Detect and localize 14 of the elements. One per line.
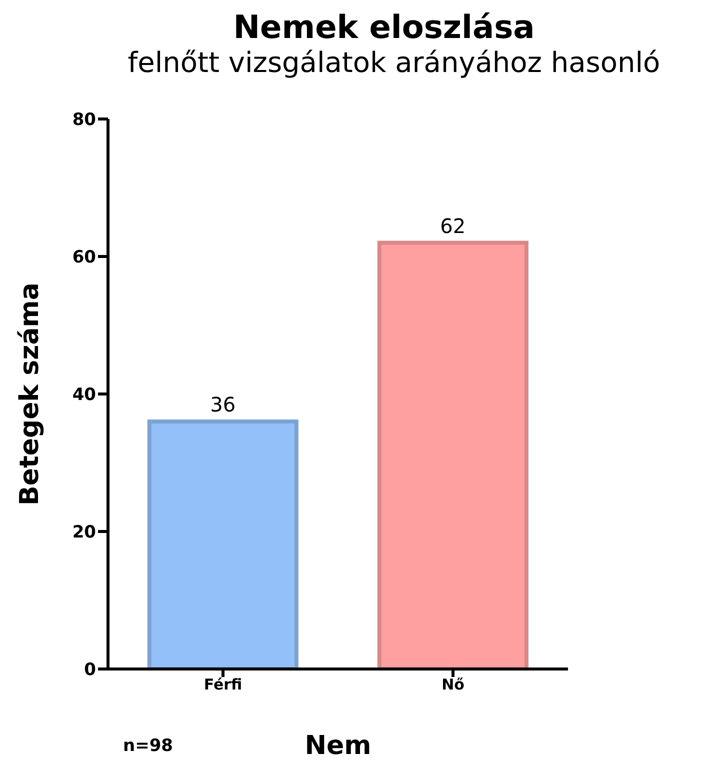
data-label: 36 [210, 392, 236, 416]
data-label: 62 [440, 214, 466, 238]
chart-title: Nemek eloszlása [232, 8, 536, 46]
y-tick-label: 40 [72, 385, 96, 406]
chart-subtitle: felnőtt vizsgálatok arányához hasonló [126, 46, 662, 79]
x-tick-label: Nő [442, 676, 464, 694]
x-tick-label: Férfi [204, 676, 242, 694]
x-axis-title: Nem [304, 731, 372, 761]
y-tick-label: 0 [84, 660, 96, 680]
text: n=98 [123, 736, 174, 756]
y-tick-label: 60 [72, 248, 96, 268]
y-tick-label: 80 [72, 110, 96, 130]
y-tick-label: 20 [72, 522, 96, 543]
y-axis-title: Betegek száma [15, 282, 45, 506]
